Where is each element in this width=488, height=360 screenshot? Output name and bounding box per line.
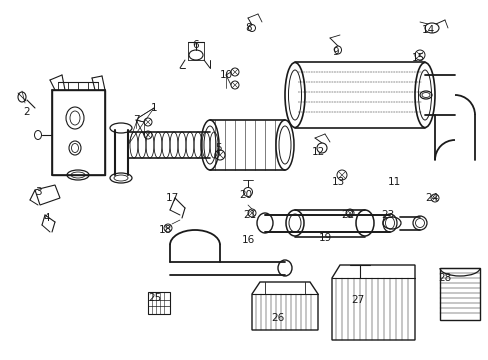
Text: 16: 16	[241, 235, 254, 245]
Text: 8: 8	[245, 23, 252, 33]
Text: 22: 22	[341, 210, 354, 220]
Text: 28: 28	[437, 273, 451, 283]
Text: 1: 1	[150, 103, 157, 113]
Text: 14: 14	[421, 25, 434, 35]
Text: 5: 5	[214, 143, 221, 153]
Text: 11: 11	[386, 177, 400, 187]
Text: 6: 6	[192, 40, 199, 50]
Text: 7: 7	[132, 115, 139, 125]
Text: 26: 26	[271, 313, 284, 323]
Text: 12: 12	[311, 147, 324, 157]
Text: 25: 25	[148, 293, 162, 303]
Text: 21: 21	[243, 210, 256, 220]
Text: 10: 10	[219, 70, 232, 80]
Text: 17: 17	[165, 193, 178, 203]
Text: 24: 24	[425, 193, 438, 203]
Text: 27: 27	[351, 295, 364, 305]
Text: 2: 2	[23, 107, 30, 117]
Text: 18: 18	[158, 225, 171, 235]
Bar	[148, 292, 170, 314]
Text: 15: 15	[410, 53, 424, 63]
Text: 20: 20	[239, 190, 252, 200]
Text: 23: 23	[381, 210, 394, 220]
Text: 13: 13	[331, 177, 344, 187]
Text: 19: 19	[318, 233, 331, 243]
Text: 3: 3	[35, 187, 41, 197]
Text: 9: 9	[332, 47, 339, 57]
Text: 4: 4	[43, 213, 50, 223]
